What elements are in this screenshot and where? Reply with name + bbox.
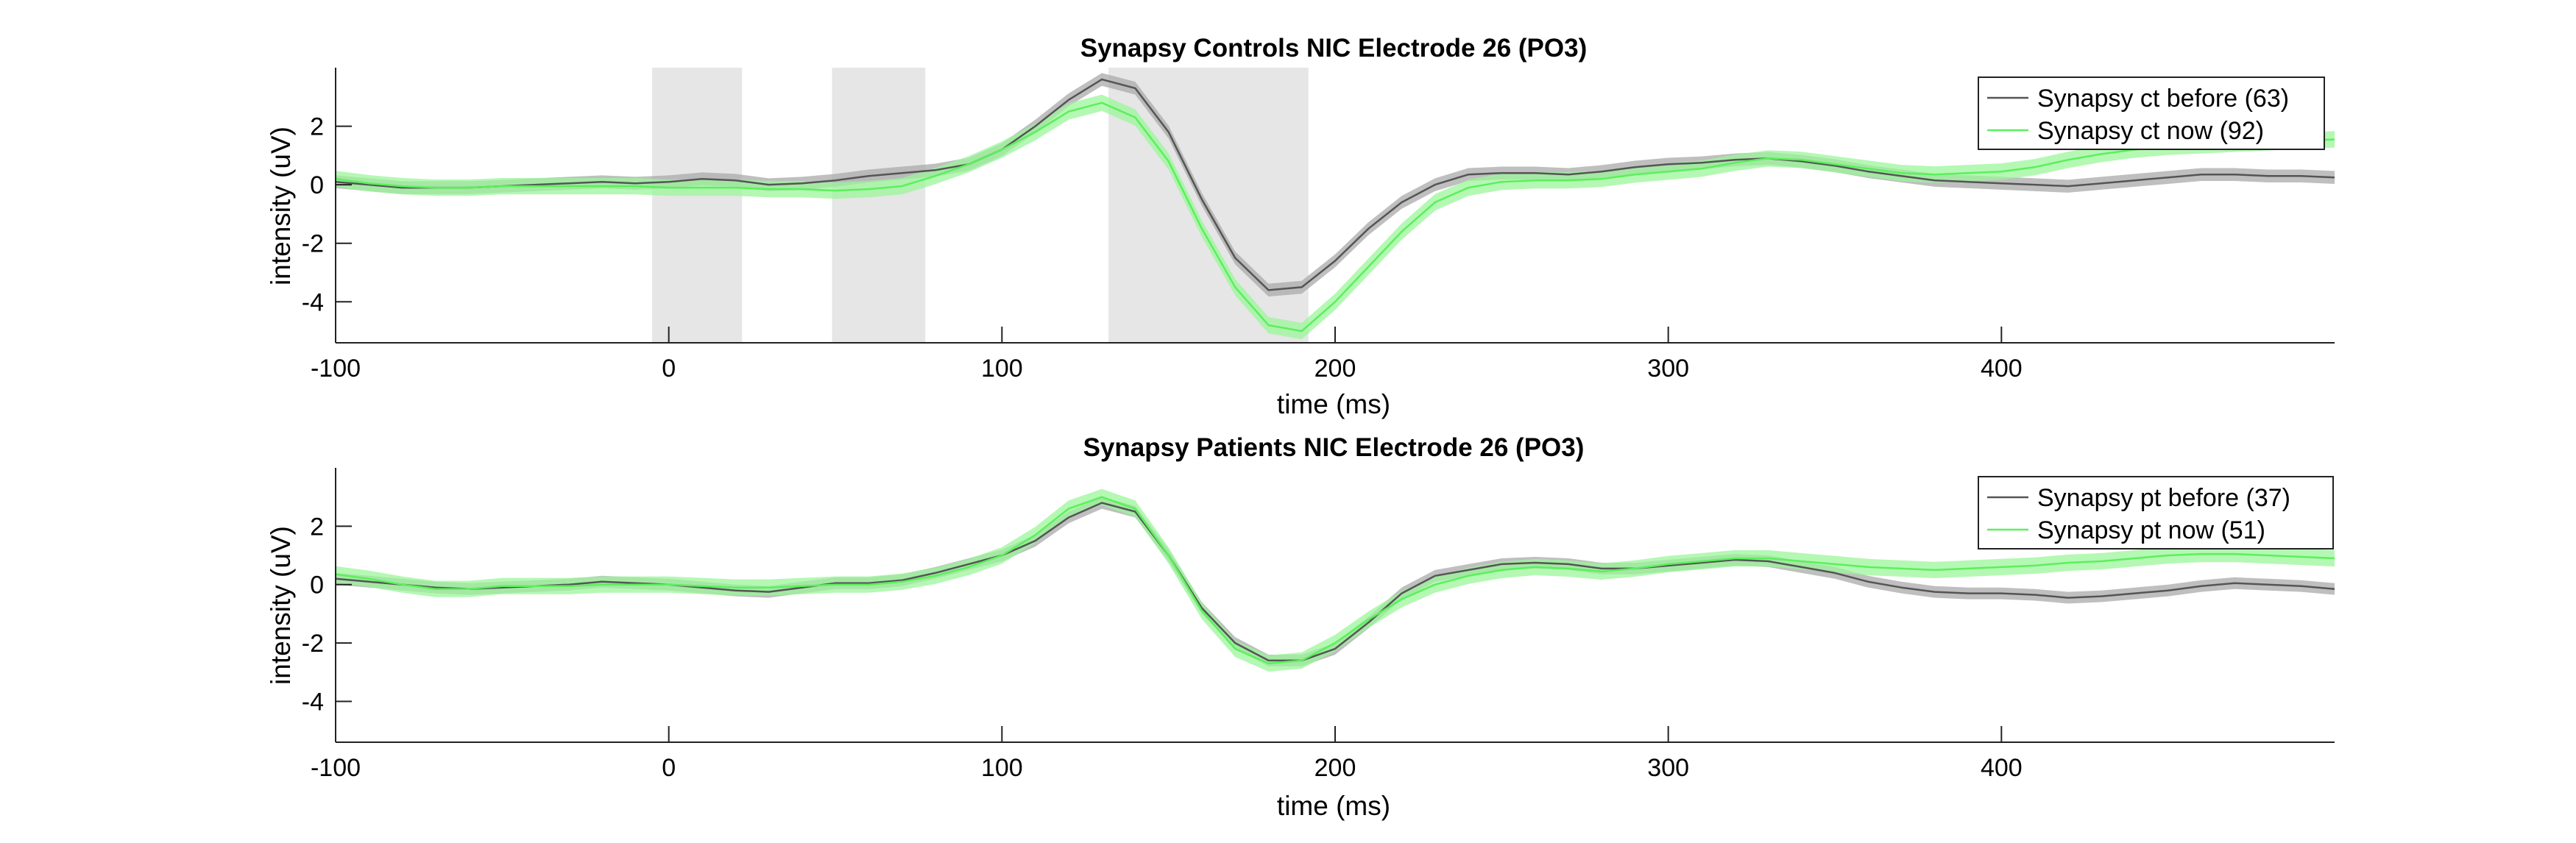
x-tick-label: 400 (1981, 754, 2023, 782)
x-tick-label: -100 (311, 754, 361, 782)
y-tick-label: 0 (310, 572, 324, 600)
x-tick-label: 400 (1981, 355, 2023, 383)
x-tick-label: 0 (662, 754, 676, 782)
chart-title: Synapsy Controls NIC Electrode 26 (PO3) (1080, 34, 1588, 63)
x-tick-label: 100 (981, 754, 1023, 782)
legend-box (1978, 77, 2325, 150)
y-tick-label: 2 (310, 113, 324, 141)
x-tick-label: 0 (662, 355, 676, 383)
x-tick-label: 300 (1647, 355, 1689, 383)
legend-box (1978, 476, 2334, 549)
x-axis-label: time (ms) (1277, 389, 1390, 419)
series-now-line (335, 496, 2335, 665)
x-tick-label: 200 (1314, 355, 1356, 383)
series-before-line (335, 78, 2335, 291)
series-now-band (336, 488, 2335, 672)
shaded-region-0 (652, 68, 743, 343)
chart-controls: Synapsy Controls NIC Electrode 26 (PO3) … (266, 34, 2335, 419)
chart-title: Synapsy Patients NIC Electrode 26 (PO3) (1083, 433, 1585, 462)
x-axis-label: time (ms) (1277, 791, 1390, 821)
legend-entry-now: Synapsy pt now (51) (2037, 516, 2265, 544)
legend-entry-before: Synapsy ct before (63) (2037, 85, 2289, 113)
x-tick-label: 100 (981, 355, 1023, 383)
y-tick-label: 0 (310, 171, 324, 199)
legend-entry-before: Synapsy pt before (37) (2037, 484, 2290, 512)
series-now-line (335, 102, 2335, 332)
shaded-region-1 (832, 68, 926, 343)
legend-entry-now: Synapsy ct now (92) (2037, 117, 2264, 145)
y-tick-label: -4 (302, 688, 324, 716)
y-tick-label: -2 (302, 230, 324, 258)
y-tick-label: -2 (302, 630, 324, 658)
y-tick-label: -4 (302, 288, 324, 316)
y-axis-label: intensity (uV) (266, 127, 296, 285)
x-tick-label: 300 (1647, 754, 1689, 782)
y-tick-label: 2 (310, 513, 324, 541)
x-tick-label: -100 (311, 355, 361, 383)
y-axis-label: intensity (uV) (266, 526, 296, 685)
chart-patients: Synapsy Patients NIC Electrode 26 (PO3) … (266, 433, 2335, 821)
x-tick-label: 200 (1314, 754, 1356, 782)
